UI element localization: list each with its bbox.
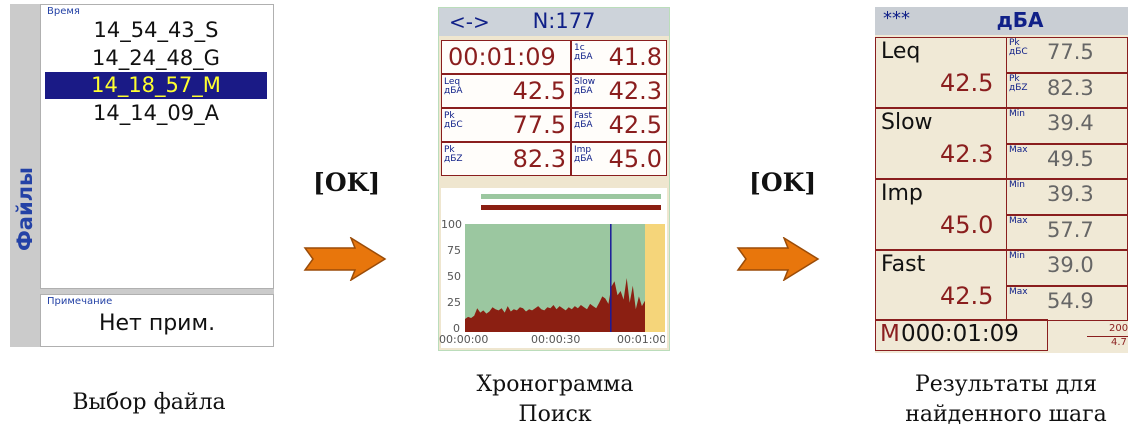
time-cell: 00:01:09 [441, 40, 571, 74]
note-value: Нет прим. [98, 311, 216, 336]
level-bar-green [481, 194, 661, 199]
plot-tail-region [645, 224, 665, 332]
result-bottom-label: Max [1009, 144, 1028, 155]
result-bottom-label: Max [1009, 286, 1028, 297]
result-name: Leq [881, 39, 921, 64]
measure-value: 42.3 [608, 77, 662, 105]
result-top-label: Min [1009, 109, 1025, 119]
corner-top: 200E [1109, 323, 1128, 334]
result-value: 42.5 [940, 282, 994, 310]
record-marker: M [880, 321, 900, 347]
elapsed-cell: M 000:01:09 [875, 319, 1048, 351]
result-name: Imp [881, 181, 923, 206]
chronogram-screen: <-> N:177 00:01:09 1с дБА 41.8 Leq дБА 4… [438, 7, 670, 351]
level-bar-red [481, 205, 661, 210]
chronogram-chart[interactable]: 100 75 50 25 0 00:00:00 00:00:30 00:01:0… [439, 188, 667, 348]
chronogram-plot[interactable] [465, 224, 665, 332]
mode-indicator: <-> [449, 10, 490, 34]
right-arrow-icon [303, 237, 387, 281]
measure-cell: Pk дБC 77.5 [441, 108, 571, 142]
step-number: N:177 [532, 9, 596, 33]
measure-label: Leq дБА [444, 77, 463, 96]
measure-cell: Pk дБZ 82.3 [441, 142, 571, 176]
y-tick-label: 0 [453, 322, 460, 335]
corner-divider [1087, 336, 1128, 337]
measure-value: 45.0 [608, 145, 662, 173]
measure-value: 77.5 [512, 111, 566, 139]
measure-label: Fast дБА [574, 111, 593, 130]
measure-cell: Fast дБА 42.5 [571, 108, 667, 142]
measure-value: 82.3 [512, 145, 566, 173]
y-tick-label: 25 [447, 296, 461, 309]
result-top-value: 39.0 [1047, 253, 1094, 277]
result-value: 45.0 [940, 211, 994, 239]
result-bottom-value: 49.5 [1047, 146, 1094, 171]
measure-cell: Imp дБА 45.0 [571, 142, 667, 176]
result-value: 42.5 [940, 69, 994, 97]
measure-label: Slow дБА [574, 77, 596, 96]
unit-label: дБА [996, 8, 1044, 32]
x-tick-label: 00:01:00 [617, 333, 665, 346]
file-list: Время 14_54_43_S 14_24_48_G 14_18_57_M 1… [40, 4, 274, 289]
measure-label: Pk дБZ [444, 145, 463, 164]
result-top-label: Pk дБC [1009, 38, 1028, 57]
measure-label: Pk дБC [444, 111, 463, 130]
result-top-label: Min [1009, 180, 1025, 190]
caption-file-select: Выбор файла [72, 390, 226, 415]
y-tick-label: 100 [441, 218, 462, 231]
file-item-selected[interactable]: 14_18_57_M [45, 72, 267, 99]
results-screen: *** дБА Leq 42.5 Pk дБC 77.5 Pk дБZ 82.3 Slow 4… [875, 7, 1128, 353]
time-value: 00:01:09 [448, 43, 556, 71]
result-bottom-label: Max [1009, 215, 1028, 226]
ok-key-label: [OK] [749, 168, 817, 197]
result-top-value: 39.4 [1047, 111, 1094, 135]
result-top-label: Min [1009, 251, 1025, 261]
y-tick-label: 75 [447, 244, 461, 257]
results-header: *** дБА [875, 7, 1128, 35]
result-bottom-value: 82.3 [1047, 75, 1094, 100]
result-value: 42.3 [940, 140, 994, 168]
caption-chronogram-line1: Хронограмма [476, 372, 634, 397]
result-top-value: 39.3 [1047, 182, 1094, 206]
result-bottom-value: 57.7 [1047, 217, 1094, 242]
measure-cell: Leq дБА 42.5 [441, 74, 571, 108]
result-name: Fast [881, 252, 926, 277]
right-arrow-icon [736, 237, 820, 281]
measure-value: 42.5 [608, 111, 662, 139]
x-tick-label: 00:00:00 [439, 333, 489, 346]
y-tick-label: 50 [447, 270, 461, 283]
result-name: Slow [881, 110, 933, 135]
file-item[interactable]: 14_24_48_G [92, 46, 220, 70]
result-bottom-label: Pk дБZ [1009, 73, 1028, 93]
corner-bottom: 4.7 [1111, 337, 1127, 348]
result-bottom-value: 54.9 [1047, 288, 1094, 313]
measure-label: Imp дБА [574, 145, 593, 164]
level-area [465, 278, 645, 332]
note-caption: Примечание [47, 296, 113, 307]
files-sidebar-label: Файлы [13, 166, 37, 252]
stars-indicator: *** [883, 8, 910, 29]
measure-value: 42.5 [512, 77, 566, 105]
chronogram-header: <-> N:177 [439, 8, 669, 36]
time-caption: Время [47, 6, 80, 17]
measure-value: 41.8 [608, 43, 662, 71]
x-tick-label: 00:00:30 [531, 333, 581, 346]
measure-cell: Slow дБА 42.3 [571, 74, 667, 108]
caption-results-line2: найденного шага [905, 402, 1107, 427]
note-panel: Примечание Нет прим. [40, 294, 274, 347]
files-sidebar: Файлы [10, 4, 40, 347]
caption-results-line1: Результаты для [914, 372, 1098, 397]
caption-chronogram-line2: Поиск [518, 402, 592, 427]
measure-cell: 1с дБА 41.8 [571, 40, 667, 74]
ok-key-label: [OK] [313, 168, 381, 197]
file-item[interactable]: 14_14_09_A [92, 101, 220, 125]
file-item[interactable]: 14_54_43_S [93, 18, 219, 42]
file-selection-screen: Файлы Время 14_54_43_S 14_24_48_G 14_18_… [10, 4, 274, 347]
result-top-value: 77.5 [1047, 40, 1094, 64]
measure-label: 1с дБА [574, 43, 593, 62]
elapsed-time: 000:01:09 [901, 321, 1019, 347]
